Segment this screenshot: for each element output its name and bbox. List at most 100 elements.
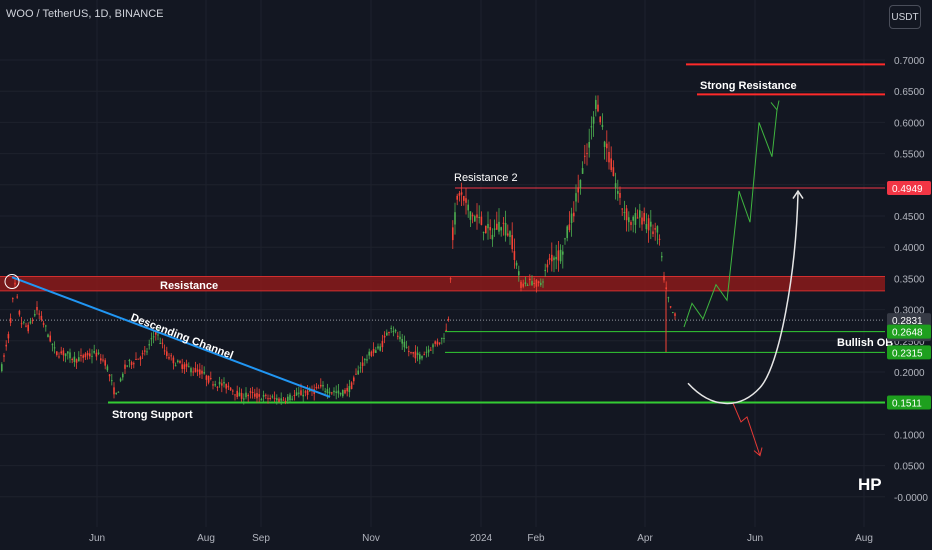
curve-arrowhead [792,189,804,199]
candle-body [632,216,634,221]
candle-body [174,365,177,367]
candle-body [416,352,419,356]
candle-body [159,343,161,345]
candle-body [280,398,282,401]
candle-body [641,217,643,225]
candle-body [584,155,586,157]
candle-body [617,191,619,194]
candle-body [518,271,520,276]
candle-body [126,365,128,367]
candle-body [82,355,84,358]
x-tick-label: 2024 [470,533,493,544]
candle-body [14,282,16,285]
candle-body [287,396,289,401]
candle-body [201,370,203,374]
candle-body [3,355,5,357]
candle-body [20,323,23,325]
drawings [4,100,804,457]
candle-body [509,231,511,237]
candle-body [69,352,71,359]
candle-body [49,335,51,342]
candle-body [577,187,579,193]
candle-body [199,369,201,375]
y-tick-label: 0.2000 [894,368,925,379]
candle-body [304,391,307,393]
candle-body [612,167,615,177]
candle-body [7,334,10,339]
candle-body [5,344,7,347]
candle-body [522,283,524,287]
candle-body [555,257,557,260]
candle-body [25,325,27,327]
candle-body [23,321,25,323]
candle-body [489,227,491,231]
candle-body [97,352,100,354]
candle-body [170,355,172,357]
candle-body [667,297,670,299]
candle-body [58,356,60,358]
x-axis[interactable]: Jun Aug Sep Nov 2024 Feb Apr Jun Aug [89,533,873,544]
candle-body [645,224,648,230]
price-badge-label: 0.1511 [892,399,922,410]
y-tick-label: 0.1000 [894,430,925,441]
candle-body [282,399,285,401]
candle-body [190,368,192,373]
candle-body [654,228,656,230]
candle-body [394,329,397,332]
candle-body [603,141,606,147]
candle-body [531,281,533,286]
candle-body [350,382,353,390]
zones [0,63,885,404]
price-badge [887,313,931,328]
candle-body [434,341,436,344]
candle-body [146,351,148,353]
watermark: HP [858,475,882,494]
candle-body [438,342,441,344]
candle-body [397,335,399,337]
candle-body [210,378,212,380]
candle-body [540,282,542,286]
candle-body [399,336,401,340]
candle-body [249,391,252,393]
price-badge [887,324,931,339]
y-axis[interactable]: 0.70000.65000.60000.55000.50000.45000.40… [894,56,928,504]
candle-body [403,341,406,348]
candle-body [456,195,458,200]
candle-body [502,222,505,224]
candle-body [177,360,179,363]
candle-body [634,213,637,225]
candle-body [75,359,78,363]
candle-body [256,393,258,399]
candle-body [449,278,452,280]
candle-body [29,321,32,324]
candle-body [381,341,384,348]
candle-body [229,387,232,391]
candle-body [60,351,62,354]
candle-body [348,386,351,393]
candle-body [482,231,485,233]
y-tick-label: -0.0000 [894,493,928,504]
candle-body [278,398,280,402]
candle-body [236,390,238,398]
curve-projection-path [687,192,799,405]
candle-body [619,192,621,198]
candle-body [106,366,109,371]
candle-body [225,383,227,389]
candle-body [298,392,300,394]
candle-body [192,371,194,373]
candle-body [636,217,639,219]
y-tick-label: 0.6000 [894,118,925,129]
candle-body [185,363,188,367]
currency-button[interactable]: USDT [889,5,921,29]
candle-body [575,193,577,202]
candle-body [212,384,214,386]
candle-body [507,233,509,236]
candle-body [251,392,254,394]
candle-body [273,397,276,399]
candle-body [130,362,133,365]
y-tick-label: 0.3000 [894,306,925,317]
candle-body [452,227,454,241]
candle-body [45,325,47,327]
candle-body [342,390,344,397]
